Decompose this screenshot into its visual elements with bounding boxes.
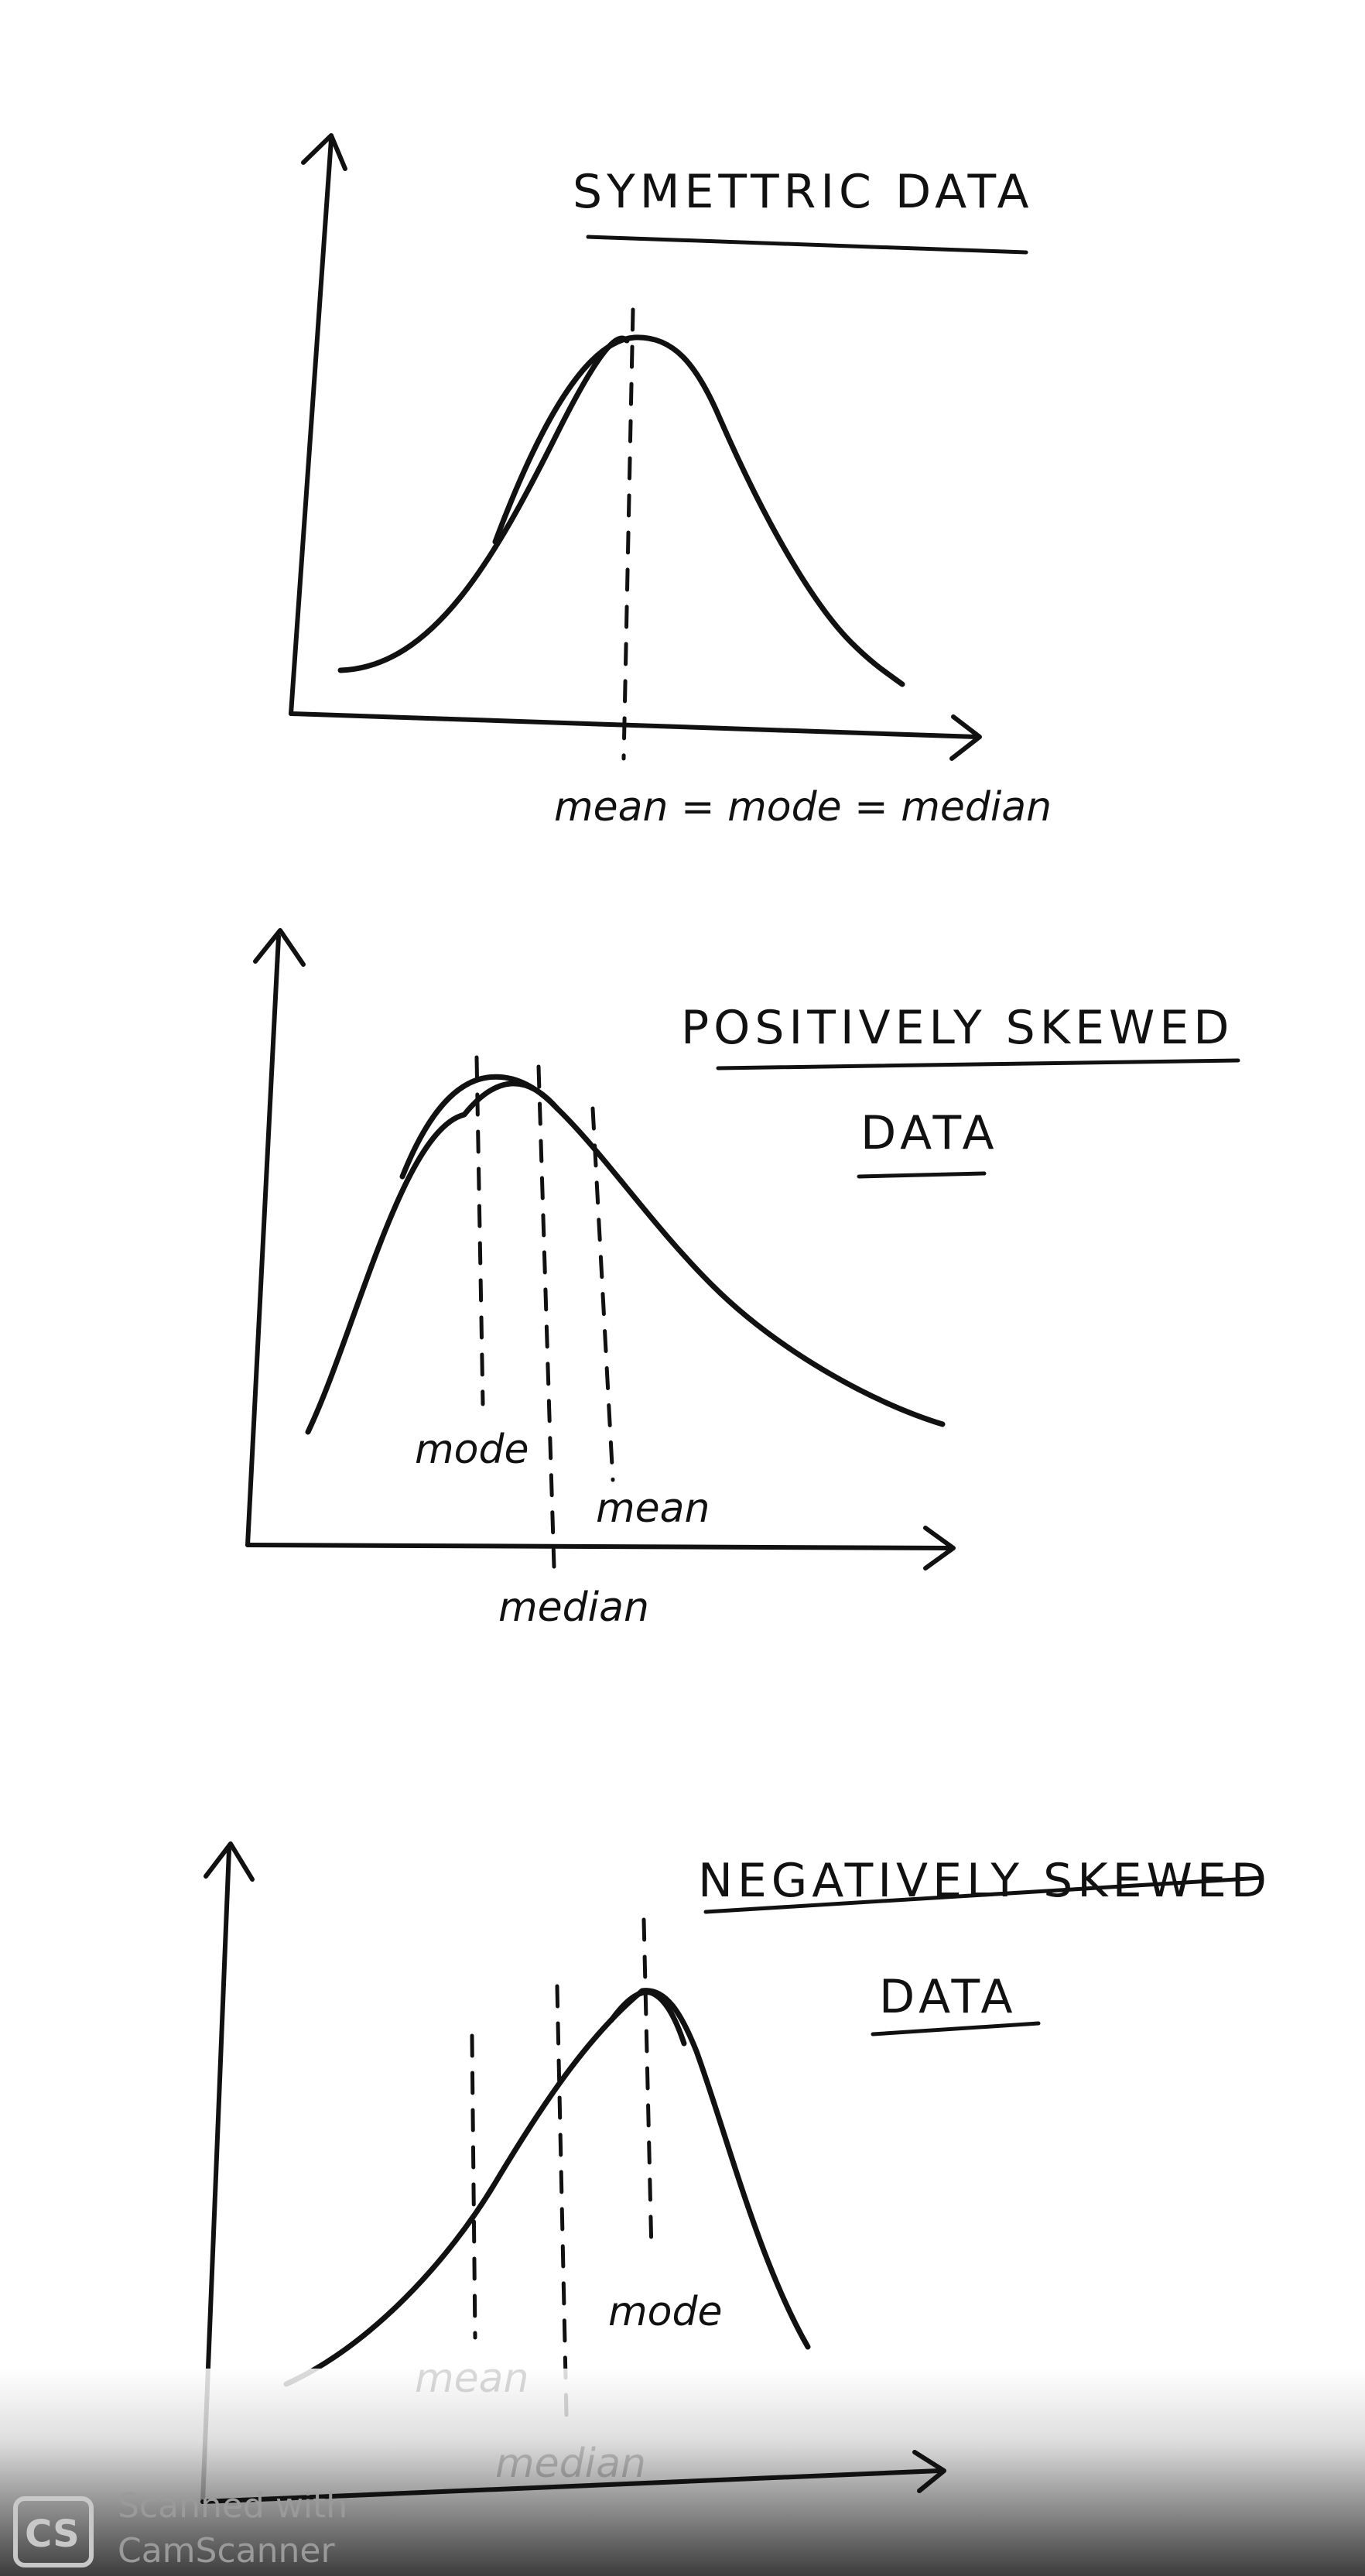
camscanner-watermark: CS Scanned with CamScanner bbox=[13, 2486, 347, 2571]
negative-mean-guide bbox=[470, 2033, 477, 2340]
symmetric-y-axis bbox=[289, 137, 334, 716]
symmetric-center-label: mean = mode = median bbox=[554, 784, 1052, 831]
symmetric-bell-curve-peak bbox=[492, 334, 905, 687]
symmetric-title: SYMETTRIC DATA bbox=[573, 165, 1034, 219]
positive-x-arrowhead bbox=[923, 1526, 956, 1571]
negative-skewed-curve-peak bbox=[608, 1989, 687, 2047]
negative-title2-underline bbox=[871, 2021, 1041, 2036]
positive-title2-underline bbox=[857, 1171, 987, 1179]
negative-axis-overlay bbox=[200, 2450, 946, 2504]
positive-mode-label: mode bbox=[415, 1427, 529, 1473]
positive-mean-label: mean bbox=[596, 1485, 710, 1532]
symmetric-x-axis bbox=[289, 711, 979, 739]
positive-median-guide bbox=[536, 1064, 556, 1569]
camscanner-logo-text: CS bbox=[25, 2513, 80, 2556]
watermark-line1: Scanned with bbox=[118, 2486, 347, 2526]
positive-title-line1: POSITIVELY SKEWED bbox=[681, 1001, 1233, 1055]
negative-title-underline bbox=[703, 1875, 1264, 1914]
positive-y-arrowhead bbox=[253, 928, 306, 967]
positive-title-line2: DATA bbox=[860, 1106, 999, 1160]
positive-title-underline bbox=[716, 1058, 1240, 1070]
positive-mode-guide bbox=[474, 1055, 485, 1406]
negative-mode-guide bbox=[641, 1917, 654, 2255]
symmetric-bell-curve bbox=[337, 335, 630, 673]
symmetric-center-guide bbox=[621, 307, 635, 761]
positive-mean-guide bbox=[590, 1106, 615, 1482]
negative-skewed-curve bbox=[283, 1988, 811, 2387]
positive-x-axis bbox=[245, 1543, 953, 1550]
positive-median-label: median bbox=[498, 1584, 649, 1631]
watermark-line2: CamScanner bbox=[118, 2531, 335, 2571]
scan-shadow bbox=[0, 2369, 1365, 2576]
positive-skewed-curve bbox=[305, 1081, 946, 1435]
symmetric-x-arrowhead bbox=[949, 714, 982, 761]
negative-mode-label: mode bbox=[608, 2289, 722, 2335]
symmetric-y-arrowhead bbox=[301, 133, 347, 171]
negative-title-line1: NEGATIVELY SKEWED bbox=[698, 1854, 1271, 1908]
negative-title-line2: DATA bbox=[879, 1970, 1018, 2024]
symmetric-title-underline bbox=[586, 235, 1028, 255]
positive-panel: POSITIVELY SKEWED DATA mode mean median bbox=[245, 928, 1240, 1631]
symmetric-panel: SYMETTRIC DATA mean = mode = median bbox=[289, 133, 1052, 831]
negative-median-guide bbox=[555, 1984, 569, 2417]
positive-skewed-curve-peak bbox=[399, 1074, 560, 1180]
camscanner-logo-icon bbox=[13, 2496, 94, 2567]
negative-y-arrowhead bbox=[204, 1841, 255, 1882]
positive-y-axis bbox=[245, 934, 281, 1547]
